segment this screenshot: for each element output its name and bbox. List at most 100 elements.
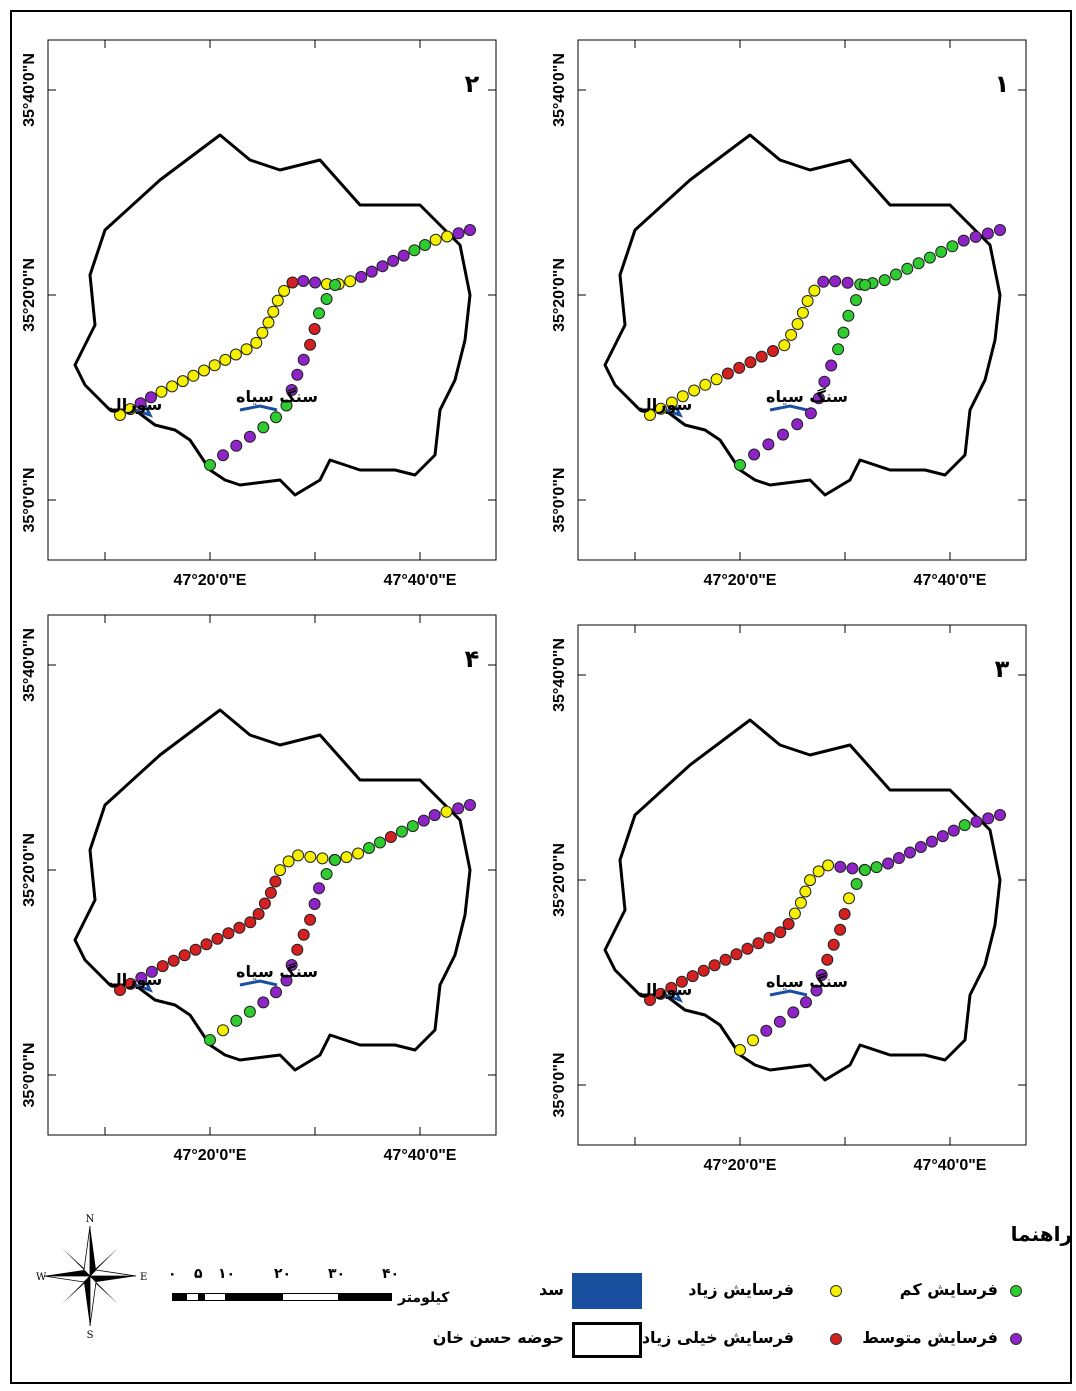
erosion-point-branch <box>773 1015 786 1028</box>
lat-label: 35°20'0"N <box>21 258 38 332</box>
erosion-point-branch <box>800 996 812 1009</box>
basin-outline <box>603 133 1002 497</box>
erosion-point-main <box>688 384 701 397</box>
erosion-point-main <box>316 852 329 865</box>
erosion-point-branch <box>297 928 310 941</box>
erosion-point-branch <box>821 953 834 966</box>
erosion-point-main <box>721 367 734 380</box>
erosion-point-main <box>923 251 936 264</box>
erosion-point-main <box>796 306 809 319</box>
erosion-point-main <box>982 812 995 825</box>
erosion-point-main <box>733 361 746 374</box>
erosion-point-main <box>244 916 257 929</box>
erosion-point-main <box>124 403 137 416</box>
legend-title: راهنما <box>1010 1222 1072 1246</box>
basin-outline <box>73 708 472 1072</box>
erosion-point-main <box>363 842 375 854</box>
erosion-point-main <box>782 918 795 930</box>
legend-low-swatch <box>1010 1285 1022 1297</box>
svg-text:E: E <box>140 1272 147 1283</box>
place-sural: سورال <box>638 395 692 414</box>
erosion-point-branch <box>825 359 838 372</box>
erosion-point-main <box>890 268 902 281</box>
erosion-point-main <box>799 885 812 898</box>
erosion-point-main <box>200 938 213 951</box>
erosion-point-main <box>267 305 280 318</box>
erosion-point-branch <box>280 974 293 987</box>
erosion-point-main <box>352 847 365 860</box>
svg-text:N: N <box>86 1214 95 1225</box>
erosion-point-main <box>441 230 454 243</box>
panel-number: ٣ <box>995 655 1010 683</box>
scale-label-0: ٠ <box>168 1266 177 1282</box>
erosion-point-main <box>271 294 284 307</box>
erosion-point-main <box>189 943 202 956</box>
erosion-point-main <box>376 260 389 273</box>
erosion-point-main <box>304 850 317 863</box>
erosion-point-main <box>114 984 126 996</box>
erosion-point-main <box>644 409 656 421</box>
lon-label: 47°40'0"E <box>384 572 457 589</box>
erosion-point-main <box>167 954 180 967</box>
erosion-point-branch <box>791 418 804 431</box>
erosion-point-branch <box>812 392 825 405</box>
legend-high-label: فرسایش زیاد <box>688 1280 794 1299</box>
erosion-point-main <box>893 852 905 864</box>
erosion-point-main <box>719 953 732 966</box>
erosion-point-main <box>240 343 253 356</box>
map-panel-4: سنگ سیاه سورال 35°40'0"N 35°20'0"N 35°0'0"N 4… <box>10 605 530 1205</box>
erosion-point-main <box>166 380 179 393</box>
erosion-point-main <box>252 908 265 920</box>
erosion-point-main <box>675 975 688 988</box>
erosion-point-main <box>124 977 137 990</box>
erosion-point-main <box>925 835 938 848</box>
erosion-point-main <box>428 809 441 822</box>
dam-sang-siah <box>769 989 808 997</box>
erosion-point-branch <box>285 384 298 396</box>
lat-label: 35°20'0"N <box>551 843 568 917</box>
erosion-point-branch <box>827 938 840 951</box>
lat-label: 35°40'0"N <box>21 628 38 702</box>
erosion-point-branch <box>329 854 341 866</box>
erosion-point-main <box>211 932 224 945</box>
erosion-point-main <box>744 356 757 369</box>
erosion-point-main <box>187 369 200 382</box>
erosion-point-main <box>699 378 712 391</box>
erosion-point-main <box>440 805 453 818</box>
erosion-point-branch <box>747 1034 759 1047</box>
lon-label: 47°20'0"E <box>174 1147 247 1164</box>
erosion-point-branch <box>859 279 871 291</box>
map-svg: سنگ سیاه سورال 35°40'0"N 35°20'0"N 35°0'0"N 4… <box>551 39 1027 589</box>
erosion-point-main <box>134 397 147 410</box>
erosion-point-main <box>452 227 465 240</box>
erosion-point-branch <box>291 368 304 381</box>
erosion-point-main <box>274 864 286 877</box>
place-sang-siah: سنگ سیاه <box>236 387 318 406</box>
erosion-point-branch <box>760 1024 773 1037</box>
erosion-point-main <box>452 802 465 815</box>
erosion-point-main <box>654 987 667 1000</box>
erosion-point-branch <box>313 307 325 320</box>
erosion-point-main <box>429 233 442 246</box>
dam-sural <box>664 989 683 1003</box>
erosion-point-branch <box>832 343 845 356</box>
erosion-point-branch <box>320 293 333 305</box>
lat-label: 35°40'0"N <box>21 53 38 127</box>
svg-text:W: W <box>36 1272 47 1283</box>
dam-sang-siah <box>239 404 278 412</box>
erosion-point-main <box>264 886 277 899</box>
erosion-point-branch <box>804 407 817 420</box>
erosion-point-branch <box>230 439 243 452</box>
legend-medium-swatch <box>1010 1333 1022 1345</box>
map-panel-2: سنگ سیاه سورال 35°40'0"N 35°20'0"N 35°0'0"N 4… <box>10 30 530 630</box>
erosion-point-main <box>278 284 291 297</box>
svg-text:S: S <box>87 1330 94 1340</box>
erosion-point-branch <box>204 1034 216 1046</box>
legend-dam-label: سد <box>539 1280 564 1299</box>
scale-unit: کیلومتر <box>398 1290 450 1306</box>
erosion-point-main <box>686 970 699 983</box>
lat-label: 35°0'0"N <box>551 468 568 533</box>
erosion-point-main <box>665 396 678 409</box>
lon-label: 47°40'0"E <box>914 1157 987 1174</box>
erosion-point-main <box>994 224 1006 236</box>
